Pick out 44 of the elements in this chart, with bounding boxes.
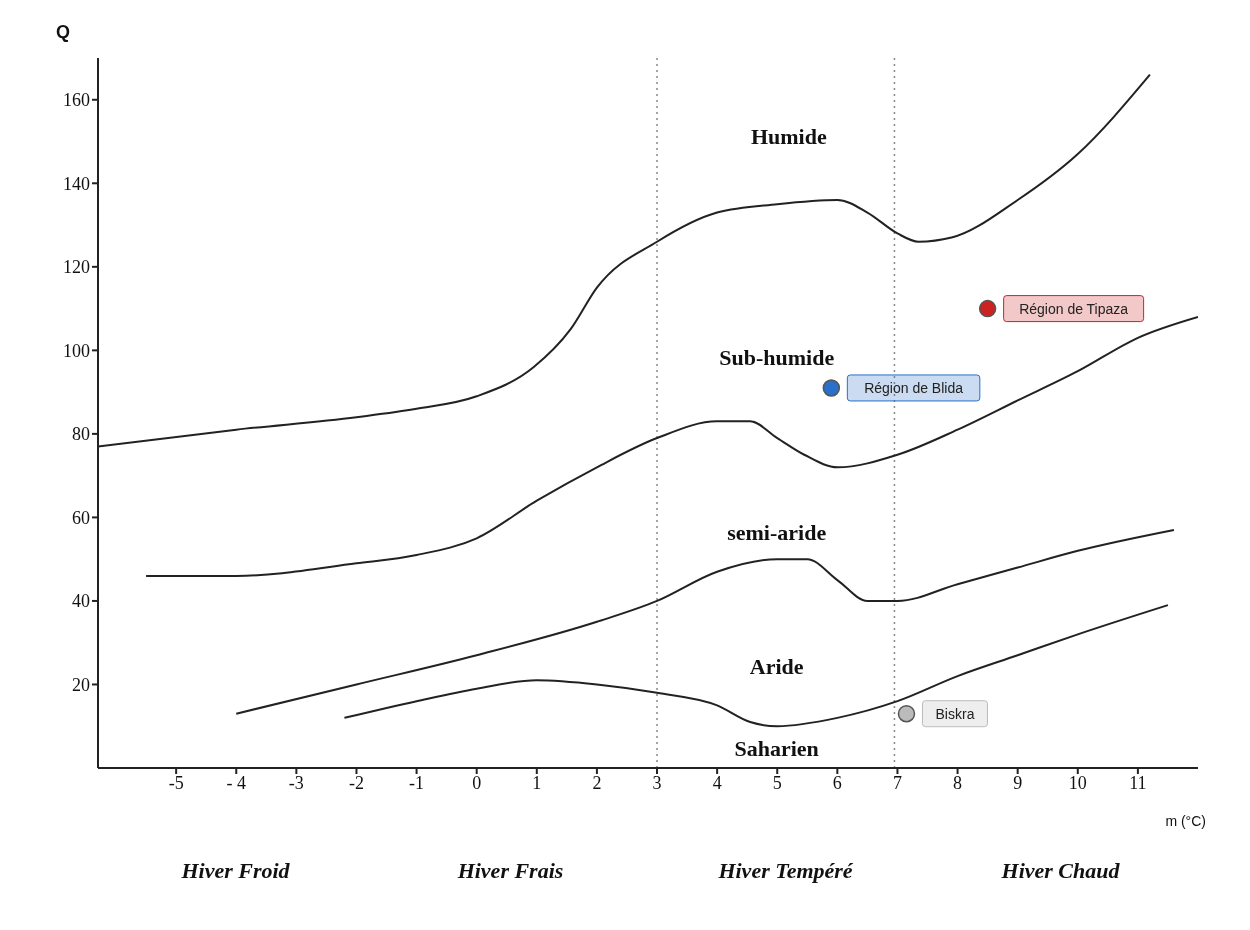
point [978, 299, 997, 318]
annotation: Aride [748, 653, 805, 680]
annotation: semi-aride [726, 519, 828, 546]
x-axis-title: m (°C) [1165, 813, 1206, 829]
y-tick-label: 120 [63, 257, 90, 278]
x-tick-label: -5 [168, 772, 184, 793]
x-tick-label: 1 [532, 772, 542, 793]
x-tick-label: 5 [772, 772, 782, 793]
y-tick-label: 40 [72, 591, 90, 612]
x-tick-label: 7 [892, 772, 902, 793]
series-label: Région de Blida [864, 379, 964, 396]
y-tick-label: 160 [63, 90, 90, 111]
text: Hiver Chaud [1000, 858, 1121, 884]
y-tick-label: 20 [72, 674, 90, 695]
x-tick-label: 4 [712, 772, 722, 793]
annotation: Saharien [733, 736, 820, 763]
y-tick-label: 60 [72, 507, 90, 528]
series-label: Région de Tipaza [1019, 300, 1129, 317]
text: Hiver Froid [180, 858, 291, 884]
x-tick-label: 6 [832, 772, 842, 793]
x-tick-label: 0 [472, 772, 482, 793]
x-tick-label: -1 [409, 772, 425, 793]
point [822, 379, 841, 397]
point [897, 704, 916, 723]
line-series [343, 604, 1169, 728]
x-tick-label: -2 [348, 772, 364, 793]
x-tick-label: 9 [1013, 772, 1023, 793]
y-tick-label: 80 [72, 424, 90, 445]
text: Hiver Tempéré [717, 858, 854, 884]
x-tick-label: -3 [288, 772, 304, 793]
x-tick-label: 10 [1068, 772, 1087, 793]
x-tick-label: 11 [1129, 772, 1147, 793]
annotation: Humide [749, 123, 828, 150]
y-axis-title: Q [55, 22, 71, 42]
x-tick-label: 2 [592, 772, 602, 793]
text: Hiver Frais [456, 858, 565, 884]
annotation: Sub-humide [718, 345, 836, 372]
y-tick-label: 140 [63, 173, 90, 194]
y-tick-label: 100 [63, 340, 90, 361]
series-label: Biskra [935, 705, 975, 722]
x-tick-label: - 4 [226, 772, 246, 793]
x-tick-label: 3 [652, 772, 662, 793]
line-series [145, 315, 1198, 577]
x-tick-label: 8 [953, 772, 963, 793]
